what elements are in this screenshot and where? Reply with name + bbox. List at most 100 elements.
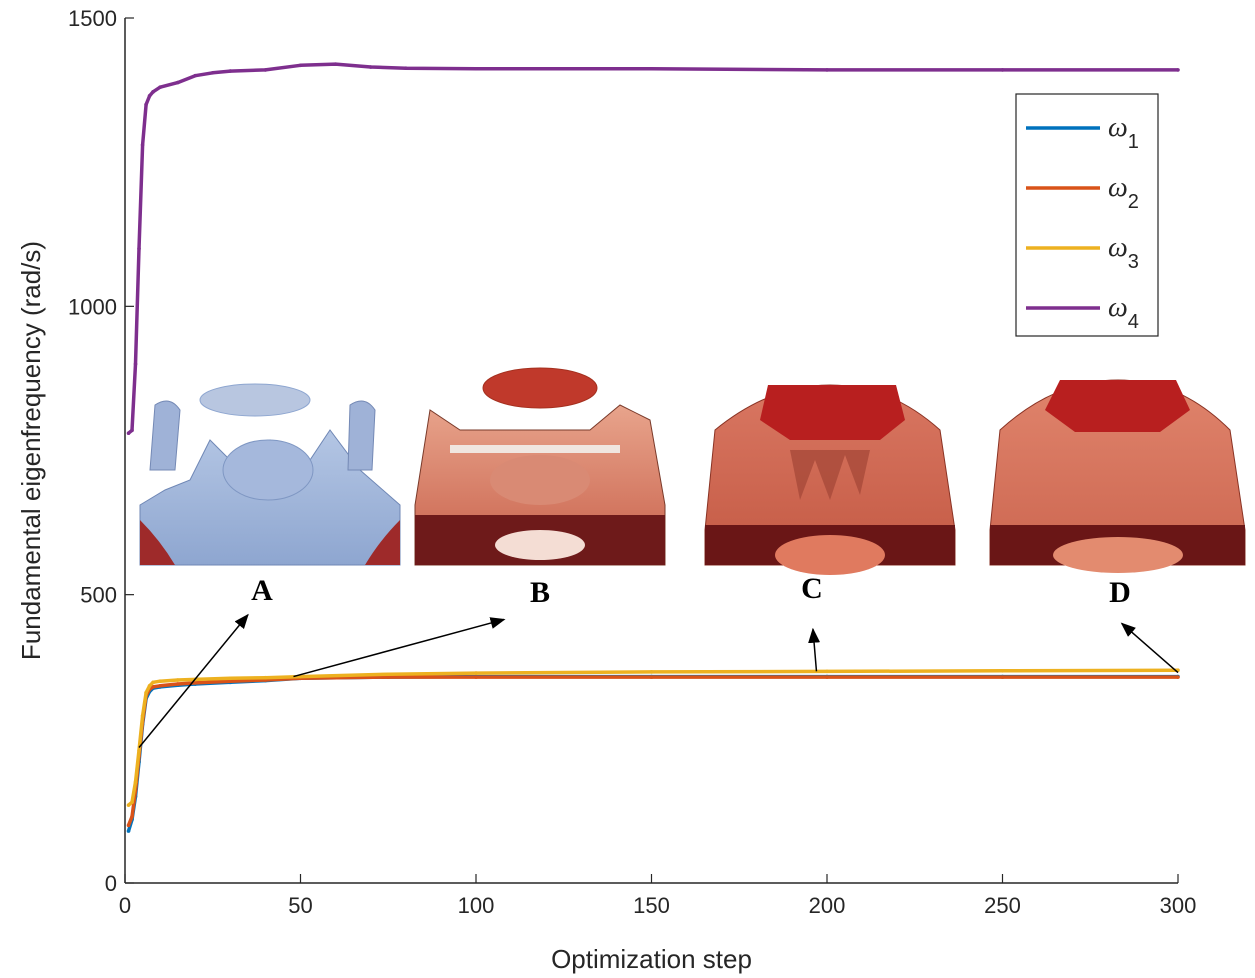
x-tick-label: 50 (288, 893, 312, 918)
y-axis-title: Fundamental eigenfrequency (rad/s) (16, 241, 46, 660)
series-4-point (210, 70, 215, 75)
series-2-point (151, 685, 155, 689)
legend-symbol: ω (1108, 292, 1128, 323)
inset-structure-d (989, 379, 1246, 573)
y-tick-label: 1500 (68, 6, 117, 31)
annotation-arrow-d (1120, 622, 1179, 674)
series-2-point (386, 675, 391, 679)
series-4-point (1000, 68, 1005, 72)
annotation-arrow-c (808, 627, 821, 672)
legend-subscript: 2 (1128, 191, 1139, 213)
series-3-point (263, 675, 268, 680)
series-3-point (474, 671, 478, 675)
series-4-point (193, 73, 197, 78)
series-4-point (130, 428, 134, 433)
legend-label-2: ω2 (1108, 172, 1139, 213)
x-tick-label: 150 (633, 893, 670, 918)
series-2-point (474, 675, 478, 679)
axes: 0 50 100 150 200 250 300 0 500 1000 1500 Optimizati… (16, 6, 1196, 974)
series-4-point (147, 94, 152, 98)
y-tick-label: 0 (105, 871, 117, 896)
series-3-point (175, 678, 180, 682)
inset-structure-a (139, 383, 401, 566)
series-4-point (140, 143, 145, 147)
legend-label-1: ω1 (1108, 112, 1139, 153)
legend-subscript: 1 (1128, 131, 1139, 153)
series-3-point (649, 670, 654, 674)
series-4-point (144, 102, 148, 107)
x-axis-title: Optimization step (551, 944, 752, 974)
series-2-line (126, 675, 1178, 826)
series-1-point (126, 829, 131, 833)
series-2-point (158, 683, 162, 688)
legend-symbol: ω (1108, 112, 1128, 143)
series-4-point (151, 90, 155, 94)
series-2-point (825, 675, 829, 679)
series-4-point (228, 69, 233, 73)
annotation-label-c: C (801, 572, 823, 605)
series-2-point (1000, 675, 1005, 679)
series-4-point (1176, 68, 1180, 72)
series-3-point (151, 680, 155, 685)
series-4-group (126, 62, 1180, 436)
series-3-point (147, 683, 152, 688)
x-tick-label: 250 (984, 893, 1021, 918)
series-4-point (333, 62, 338, 66)
series-4-point (126, 431, 131, 436)
series-3-point (144, 690, 148, 695)
series-4-point (474, 66, 478, 71)
inset-structure-b (414, 367, 666, 566)
series-1-line (126, 674, 1178, 832)
series-3-point (825, 669, 829, 674)
annotation-arrow-b (293, 617, 506, 678)
series-4-point (298, 63, 303, 68)
series-3-point (133, 780, 138, 784)
y-tick-label: 500 (80, 583, 117, 608)
x-tick-label: 100 (458, 893, 495, 918)
series-4-point (825, 68, 829, 72)
series-4-point (404, 66, 408, 70)
series-3-group (126, 668, 1180, 807)
legend-subscript: 4 (1128, 311, 1139, 333)
series-4-point (133, 362, 138, 366)
series-3-point (137, 748, 141, 753)
series-4-point (649, 66, 654, 71)
series-4-point (175, 80, 180, 85)
series-3-point (158, 679, 162, 683)
series-3-point (130, 800, 134, 805)
y-tick-label: 1000 (68, 294, 117, 319)
annotation-arrow-a (138, 613, 249, 748)
x-tick-label: 0 (119, 893, 131, 918)
legend-box (1015, 93, 1159, 337)
annotation-label-b: B (530, 576, 550, 609)
series-2-point (175, 682, 180, 686)
annotation-label-a: A (251, 574, 273, 607)
legend-symbol: ω (1108, 232, 1128, 263)
x-tick-label: 200 (809, 893, 846, 918)
series-4-point (137, 246, 141, 251)
x-tick-label: 300 (1160, 893, 1197, 918)
series-2-point (130, 814, 134, 819)
series-2-point (126, 823, 131, 828)
annotation-label-d: D (1109, 576, 1131, 609)
inset-structure-c (704, 384, 956, 575)
series-4-point (158, 85, 162, 89)
series-2-group (126, 675, 1180, 828)
annotations: A B C D (138, 572, 1179, 748)
legend-label-4: ω4 (1108, 292, 1139, 333)
series-3-line (127, 668, 1179, 807)
series-3-point (1000, 668, 1005, 673)
series-3-point (228, 676, 233, 681)
series-1-group (126, 674, 1180, 833)
series-2-point (228, 679, 233, 683)
series-3-point (386, 672, 391, 677)
legend-label-3: ω3 (1108, 232, 1139, 273)
series-2-point (193, 681, 197, 685)
legend-subscript: 3 (1128, 251, 1139, 273)
series-4-point (368, 65, 373, 69)
series-group (126, 62, 1180, 833)
series-2-point (649, 675, 654, 679)
